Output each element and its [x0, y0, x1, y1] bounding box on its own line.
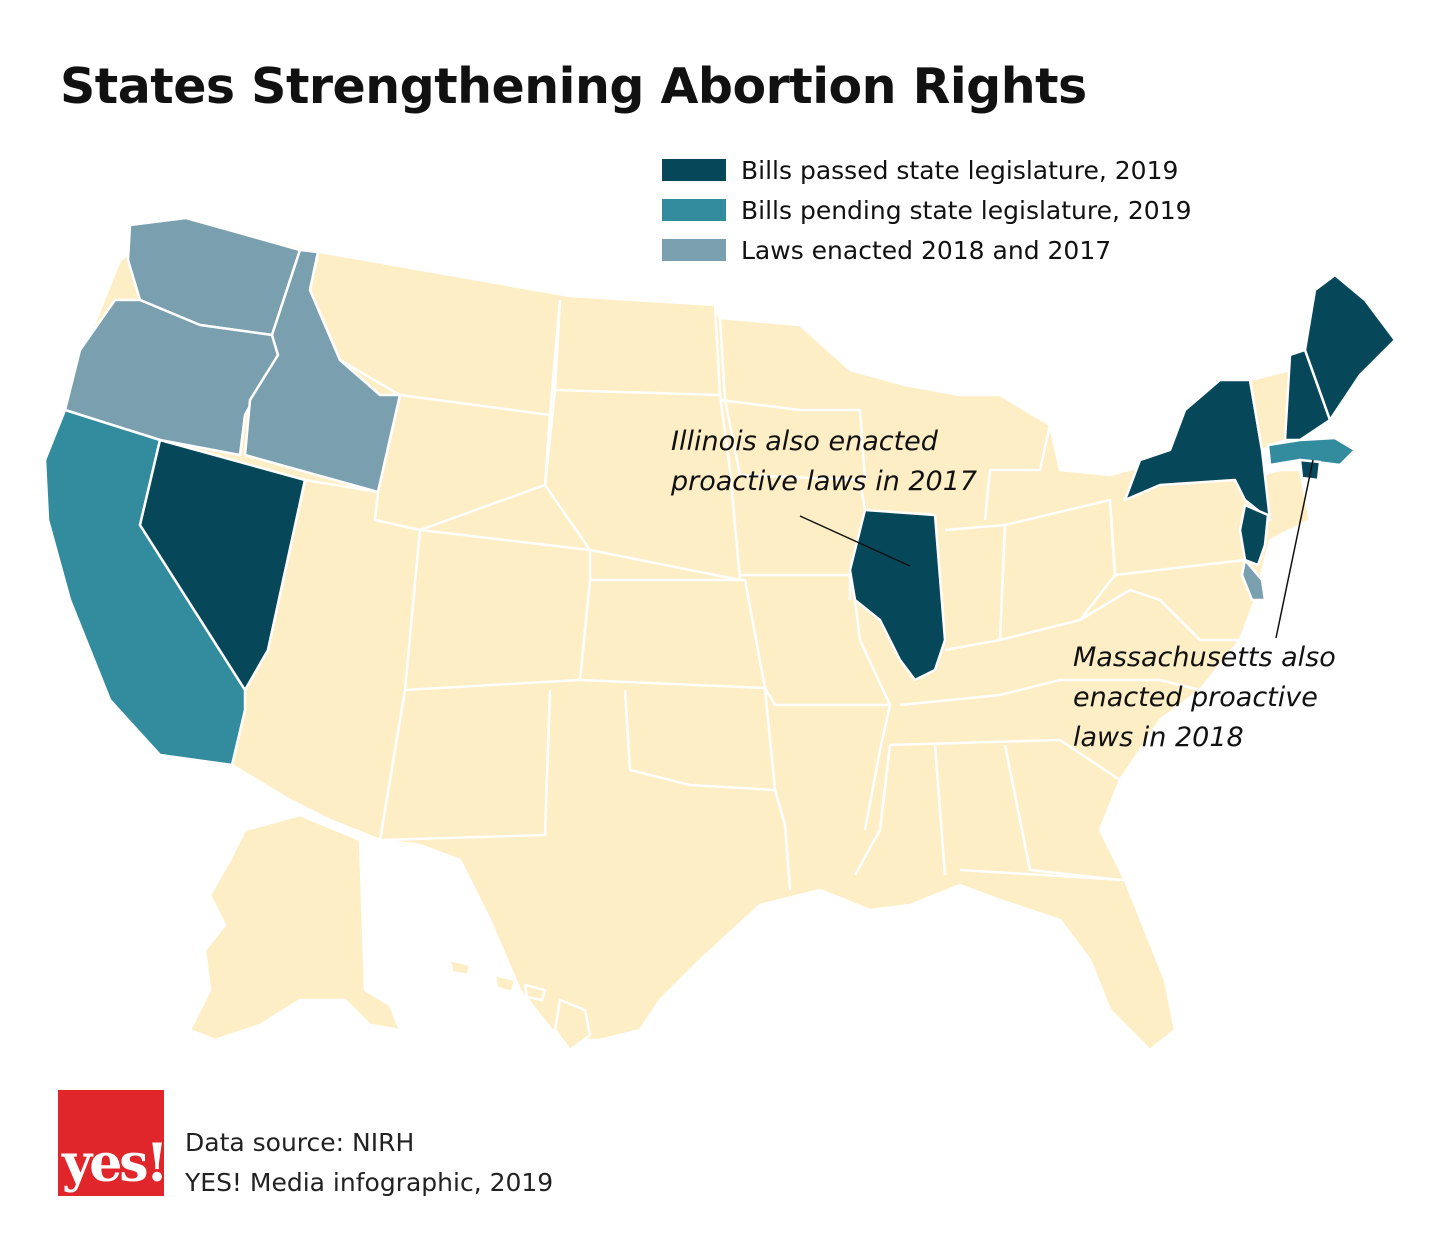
illinois-annotation: Illinois also enacted proactive laws in …: [671, 422, 977, 502]
legend-item-passed: Bills passed state legislature, 2019: [662, 150, 1192, 190]
yes-logo: yes!: [58, 1090, 168, 1196]
page-title: States Strengthening Abortion Rights: [60, 58, 1087, 115]
legend-item-pending: Bills pending state legislature, 2019: [662, 190, 1192, 230]
legend-item-enacted: Laws enacted 2018 and 2017: [662, 230, 1192, 270]
massachusetts-annotation-line-3: laws in 2018: [1073, 722, 1244, 753]
massachusetts-annotation-line-1: Massachusetts also: [1073, 642, 1336, 673]
legend-swatch-pending: [662, 199, 726, 221]
illinois-annotation-line-2: proactive laws in 2017: [671, 466, 978, 497]
state-new-hampshire: [1283, 348, 1332, 442]
hawaii-islands: [448, 958, 547, 1002]
state-new-jersey: [1238, 503, 1270, 567]
massachusetts-annotation: Massachusetts also enacted proactive law…: [1073, 638, 1336, 758]
yes-logo-text: yes!: [62, 1133, 168, 1194]
source-block: Data source: NIRH YES! Media infographic…: [185, 1123, 553, 1203]
legend-swatch-passed: [662, 159, 726, 181]
massachusetts-annotation-line-2: enacted proactive: [1073, 682, 1318, 713]
state-maine: [1303, 273, 1397, 422]
state-delaware: [1240, 558, 1267, 602]
legend-label-pending: Bills pending state legislature, 2019: [741, 195, 1192, 225]
state-borders: [266, 251, 1246, 891]
hawaii: [553, 998, 592, 1052]
legend: Bills passed state legislature, 2019 Bil…: [662, 150, 1192, 270]
credit: YES! Media infographic, 2019: [185, 1168, 554, 1197]
state-rhode-island: [1298, 458, 1322, 482]
state-oregon: [63, 298, 280, 457]
legend-label-passed: Bills passed state legislature, 2019: [741, 155, 1179, 185]
state-massachusetts: [1266, 436, 1357, 467]
state-nevada: [138, 438, 307, 692]
illinois-annotation-line-1: Illinois also enacted: [671, 426, 938, 457]
alaska: [188, 813, 402, 1042]
data-source: Data source: NIRH: [185, 1128, 415, 1157]
legend-swatch-enacted: [662, 239, 726, 261]
legend-label-enacted: Laws enacted 2018 and 2017: [741, 235, 1112, 265]
